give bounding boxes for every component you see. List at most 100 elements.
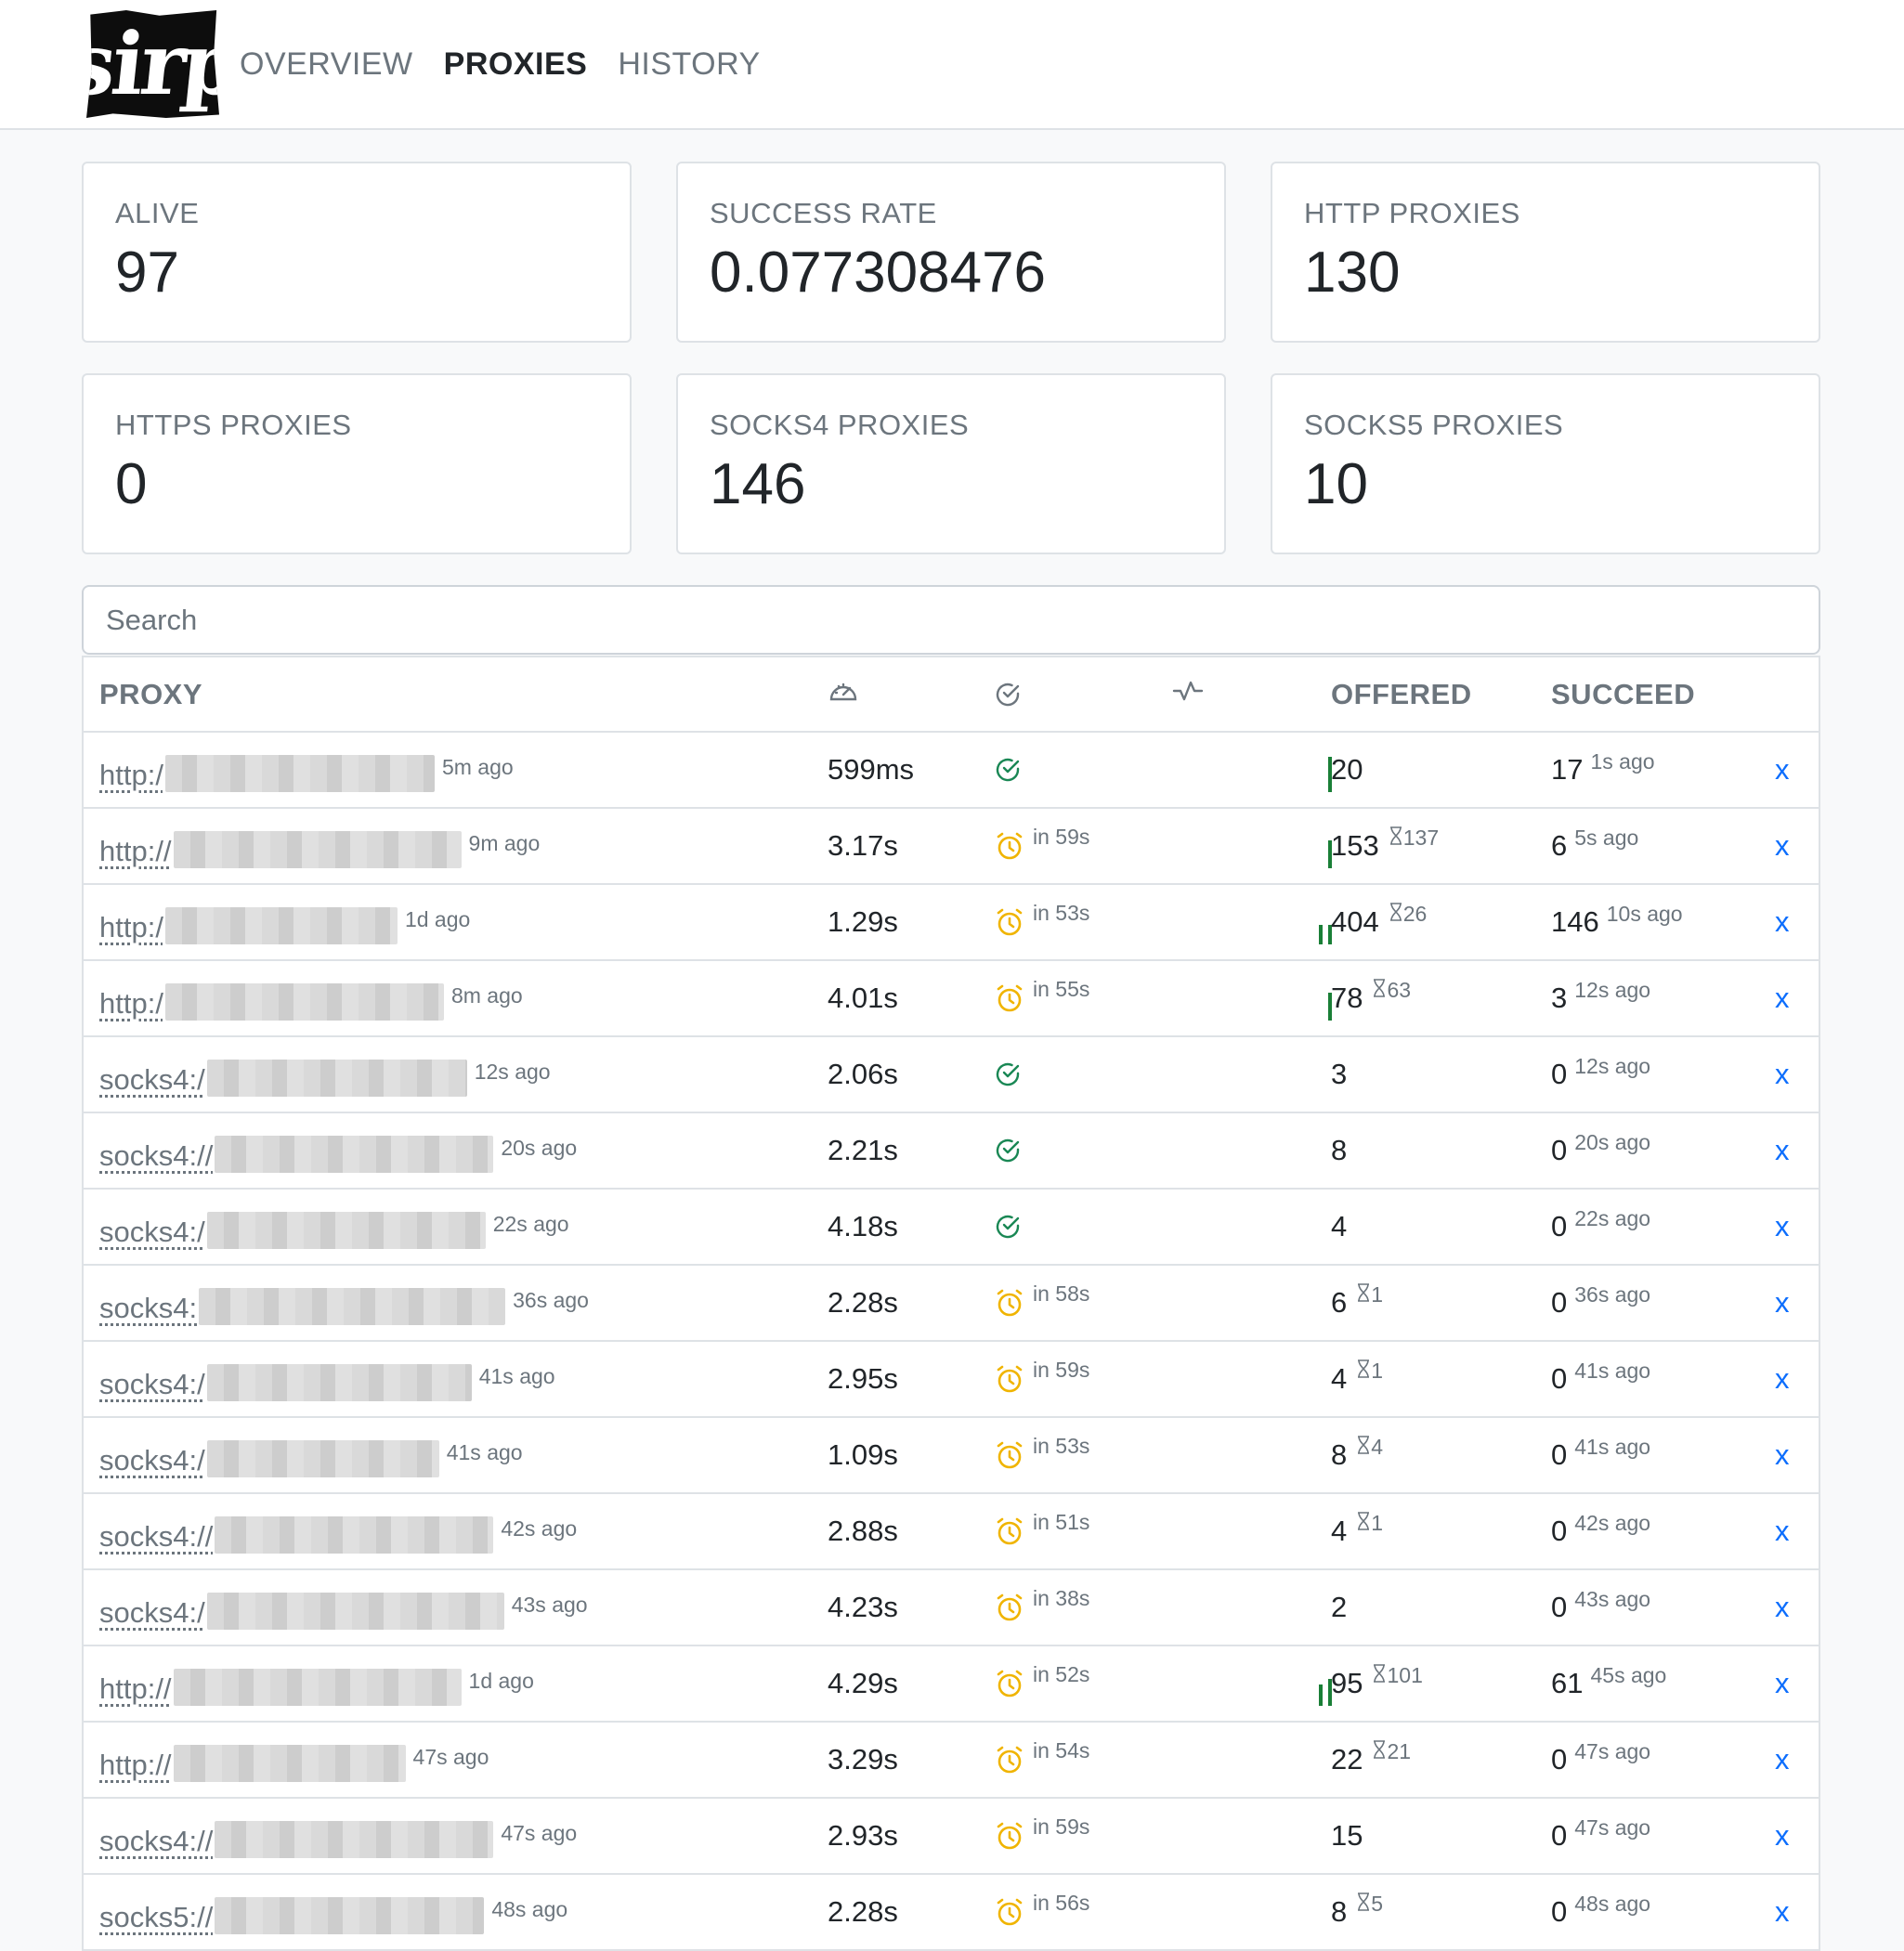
succeed-cell: 0 47s ago	[1551, 1739, 1650, 1776]
delete-button[interactable]: x	[1775, 1895, 1790, 1928]
speed-value: 2.28s	[828, 1286, 898, 1319]
proxy-cell: socks4:/ 43s ago	[99, 1585, 588, 1630]
sparkline-bar	[1328, 1679, 1332, 1706]
delete-button[interactable]: x	[1775, 905, 1790, 938]
delete-button[interactable]: x	[1775, 753, 1790, 786]
offered-value: 4	[1331, 1362, 1348, 1395]
proxy-link[interactable]: http://	[99, 835, 172, 867]
hourglass-icon	[1356, 1512, 1371, 1530]
proxy-link[interactable]: http://	[99, 1672, 172, 1705]
speed-value: 3.17s	[828, 829, 898, 862]
delete-button[interactable]: x	[1775, 982, 1790, 1014]
table-row: socks4://20s ago 2.21s 8 0 20s ago x	[84, 1113, 1819, 1190]
proxy-link[interactable]: http:/	[99, 987, 163, 1020]
delete-button[interactable]: x	[1775, 1515, 1790, 1547]
proxy-link[interactable]: socks4:/	[99, 1368, 205, 1400]
delete-button[interactable]: x	[1775, 1819, 1790, 1852]
delete-button[interactable]: x	[1775, 1058, 1790, 1090]
proxy-cell: socks5:// 48s ago	[99, 1890, 567, 1934]
proxy-link[interactable]: http:/	[99, 911, 163, 943]
delete-button[interactable]: x	[1775, 1362, 1790, 1395]
table-row: socks4://47s ago 2.93s in 59s 15 0 47s ago x	[84, 1799, 1819, 1875]
header-proxy[interactable]: PROXY	[99, 677, 203, 710]
status-cell: in 55s	[994, 977, 1089, 1014]
alarm-clock-icon	[994, 906, 1025, 938]
delete-button[interactable]: x	[1775, 1591, 1790, 1623]
proxy-cell: http:// 9m ago	[99, 824, 540, 868]
offered-value: 3	[1331, 1058, 1348, 1090]
proxy-link[interactable]: socks4:/	[99, 1216, 205, 1248]
check-circle-icon	[994, 1060, 1022, 1088]
speedometer-icon[interactable]	[828, 677, 859, 712]
delete-button[interactable]: x	[1775, 1134, 1790, 1166]
offered-pending-value: 1	[1371, 1359, 1384, 1383]
proxy-cell: http:/ 8m ago	[99, 976, 523, 1021]
proxy-link[interactable]: socks4:	[99, 1292, 198, 1324]
table-body: http:/5m ago 599ms 20 17 1s ago x http://9m ag…	[84, 733, 1819, 1951]
proxy-link[interactable]: socks4://	[99, 1139, 214, 1172]
delete-button[interactable]: x	[1775, 1286, 1790, 1319]
table-row: http:// 1d ago 4.29s in 52s 95 101 61 45s ago x	[84, 1646, 1819, 1723]
offered-pending: 5	[1356, 1892, 1383, 1917]
speed-value: 2.21s	[828, 1134, 898, 1166]
proxy-link[interactable]: socks5://	[99, 1901, 214, 1933]
sirp-logo[interactable]: sirp	[86, 10, 219, 118]
table-row: http:/ 5m ago 599ms 20 17 1s ago x	[84, 733, 1819, 809]
succeed-cell: 0 41s ago	[1551, 1435, 1651, 1472]
header-offered[interactable]: OFFERED	[1331, 677, 1472, 710]
proxy-link[interactable]: socks4://	[99, 1520, 214, 1553]
activity-icon[interactable]	[1172, 677, 1204, 712]
succeed-cell: 61 45s ago	[1551, 1663, 1666, 1700]
speed-value: 2.28s	[828, 1895, 898, 1928]
proxy-cell: socks4:/ 22s ago	[99, 1204, 569, 1249]
offered-value: 8	[1331, 1438, 1348, 1471]
sparkline-bar	[1328, 840, 1332, 868]
succeed-value: 0	[1551, 1058, 1568, 1090]
redacted-address	[206, 1593, 504, 1630]
offered-pending: 137	[1389, 826, 1439, 851]
search-input[interactable]	[82, 585, 1820, 655]
offered-cell: 2	[1331, 1591, 1347, 1624]
header-succeed[interactable]: SUCCEED	[1551, 677, 1696, 710]
proxy-link[interactable]: socks4:/	[99, 1063, 205, 1096]
succeed-cell: 0 47s ago	[1551, 1815, 1650, 1853]
status-cell: in 53s	[994, 1434, 1089, 1471]
redacted-address	[173, 1669, 462, 1706]
offered-pending-value: 1	[1371, 1511, 1384, 1535]
nav-overview[interactable]: OVERVIEW	[240, 46, 413, 82]
alarm-clock-icon	[994, 830, 1025, 862]
proxy-link[interactable]: socks4:/	[99, 1444, 205, 1476]
delete-button[interactable]: x	[1775, 1210, 1790, 1242]
nav-proxies[interactable]: PROXIES	[443, 46, 588, 82]
check-circle-icon[interactable]	[994, 681, 1022, 709]
redacted-address	[164, 907, 398, 944]
activity-sparkline	[1170, 960, 1352, 1036]
delete-button[interactable]: x	[1775, 1743, 1790, 1775]
offered-cell: 20	[1331, 753, 1363, 787]
delete-button[interactable]: x	[1775, 829, 1790, 862]
proxy-link[interactable]: socks4://	[99, 1825, 214, 1857]
proxy-seen-ago: 12s ago	[474, 1060, 551, 1084]
nav-history[interactable]: HISTORY	[618, 46, 761, 82]
succeed-ago: 10s ago	[1606, 902, 1683, 926]
proxy-link[interactable]: socks4:/	[99, 1596, 205, 1629]
offered-value: 404	[1331, 905, 1379, 938]
offered-value: 95	[1331, 1667, 1363, 1699]
redacted-address	[164, 755, 435, 792]
succeed-ago: 41s ago	[1574, 1435, 1651, 1459]
offered-value: 4	[1331, 1515, 1348, 1547]
activity-sparkline	[1170, 1036, 1352, 1112]
proxy-link[interactable]: http:/	[99, 759, 163, 791]
delete-button[interactable]: x	[1775, 1438, 1790, 1471]
offered-cell: 404 26	[1331, 902, 1427, 939]
activity-sparkline	[1170, 732, 1352, 808]
succeed-ago: 42s ago	[1574, 1511, 1651, 1535]
stat-label: SOCKS5 PROXIES	[1304, 409, 1564, 441]
offered-cell: 95 101	[1331, 1663, 1423, 1700]
activity-sparkline	[1170, 1341, 1352, 1417]
proxies-table: PROXY OFFERED SUCCEED http:/ 5m ago 599ms 2…	[82, 656, 1820, 1951]
proxy-seen-ago: 8m ago	[450, 983, 523, 1008]
succeed-value: 0	[1551, 1743, 1568, 1775]
delete-button[interactable]: x	[1775, 1667, 1790, 1699]
proxy-link[interactable]: http://	[99, 1749, 172, 1781]
